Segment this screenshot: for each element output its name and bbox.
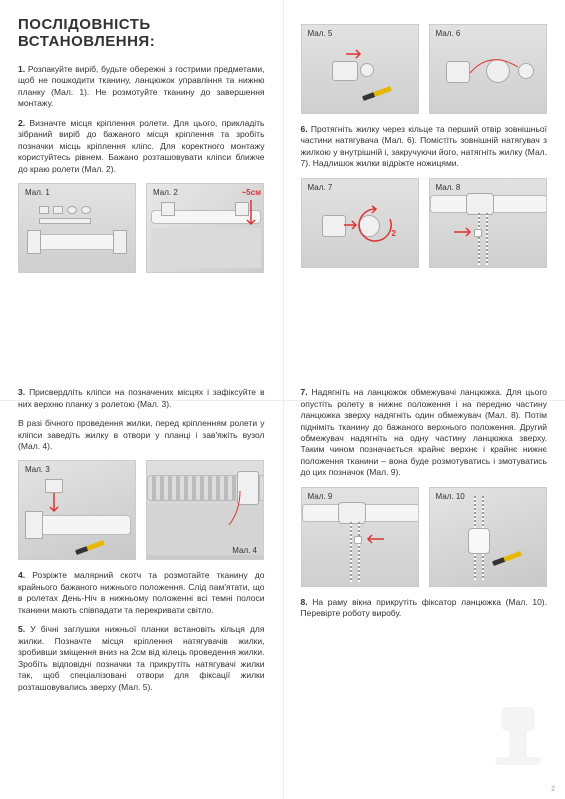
step-6: 6. Протягніть жилку через кільце та перш… xyxy=(301,124,548,170)
screwdriver-icon xyxy=(362,86,392,101)
figure-2: Мал. 2 ~5см xyxy=(146,183,264,273)
section-bottom-left: 3. Присвердліть кліпси на позначених міс… xyxy=(0,371,283,799)
step-3-text: Присвердліть кліпси на позначених місцях… xyxy=(18,387,265,408)
step-3b: В разі бічного проведення жилки, перед к… xyxy=(18,418,265,452)
figure-3: Мал. 3 xyxy=(18,460,136,560)
figure-2-annot: ~5см xyxy=(242,188,262,197)
step-8-num: 8. xyxy=(301,597,308,607)
step-6-text: Протягніть жилку через кільце та перший … xyxy=(301,124,548,168)
figure-2-label: Мал. 2 xyxy=(153,188,178,197)
arrow-red-icon xyxy=(346,45,364,63)
step-3: 3. Присвердліть кліпси на позначених міс… xyxy=(18,387,265,410)
figure-4-label: Мал. 4 xyxy=(232,546,257,555)
chain-icon xyxy=(478,213,480,265)
step-4-text: Розріжте малярний скотч та розмотайте тк… xyxy=(18,570,265,614)
thread-line-icon xyxy=(470,45,520,95)
page-title: ПОСЛІДОВНІСТЬ ВСТАНОВЛЕННЯ: xyxy=(18,16,265,50)
page-number: 2 xyxy=(551,786,555,793)
figure-1-label: Мал. 1 xyxy=(25,188,50,197)
step-7-text: Надягніть на ланцюжок обмежувачі ланцюжк… xyxy=(301,387,548,477)
chain-icon xyxy=(486,213,488,265)
step-5-num: 5. xyxy=(18,624,25,634)
fig-row-7-8: Мал. 7 2 Мал. 8 xyxy=(301,178,548,268)
step-2-text: Визначте місця кріплення ролети. Для цьо… xyxy=(18,118,265,174)
figure-6-label: Мал. 6 xyxy=(436,29,461,38)
thread-line-icon xyxy=(225,491,255,531)
step-8-text: На раму вікна прикрутіть фіксатор ланцюж… xyxy=(301,597,548,618)
figure-4: Мал. 4 xyxy=(146,460,264,560)
step-7: 7. Надягніть на ланцюжок обмежувачі ланц… xyxy=(301,387,548,479)
figure-9-label: Мал. 9 xyxy=(308,492,333,501)
figure-10: Мал. 10 xyxy=(429,487,547,587)
figure-5-label: Мал. 5 xyxy=(308,29,333,38)
step-5-text: У бічні заглушки нижньої планки встанові… xyxy=(18,624,265,691)
step-5: 5. У бічні заглушки нижньої планки встан… xyxy=(18,624,265,693)
section-bottom-right: 7. Надягніть на ланцюжок обмежувачі ланц… xyxy=(283,371,565,799)
step-8: 8. На раму вікна прикрутіть фіксатор лан… xyxy=(301,597,548,620)
fig-row-1-2: Мал. 1 Мал. 2 ~5см xyxy=(18,183,265,273)
figure-7: Мал. 7 2 xyxy=(301,178,419,268)
figure-3-label: Мал. 3 xyxy=(25,465,50,474)
figure-8-label: Мал. 8 xyxy=(436,183,461,192)
fig-row-3-4: Мал. 3 Мал. 4 xyxy=(18,460,265,560)
step-4-num: 4. xyxy=(18,570,25,580)
figure-10-label: Мал. 10 xyxy=(436,492,465,501)
watermark-icon xyxy=(483,701,553,771)
step-4: 4. Розріжте малярний скотч та розмотайте… xyxy=(18,570,265,616)
step-6-num: 6. xyxy=(301,124,308,134)
rotate-arrow-icon xyxy=(356,205,396,245)
section-top-left: ПОСЛІДОВНІСТЬ ВСТАНОВЛЕННЯ: 1. Розпакуйт… xyxy=(0,0,283,371)
step-7-num: 7. xyxy=(301,387,308,397)
figure-6: Мал. 6 xyxy=(429,24,547,114)
figure-7-label: Мал. 7 xyxy=(308,183,333,192)
arrow-red-icon xyxy=(454,225,474,239)
figure-9: Мал. 9 xyxy=(301,487,419,587)
step-1: 1. Розпакуйте виріб, будьте обережні з г… xyxy=(18,64,265,110)
section-top-right: Мал. 5 Мал. 6 6. Протягніть жилку через … xyxy=(283,0,565,371)
chain-icon xyxy=(350,522,352,582)
figure-7-annot: 2 xyxy=(392,229,396,238)
step-1-num: 1. xyxy=(18,64,25,74)
page: ПОСЛІДОВНІСТЬ ВСТАНОВЛЕННЯ: 1. Розпакуйт… xyxy=(0,0,565,799)
figure-5: Мал. 5 xyxy=(301,24,419,114)
arrow-red-icon xyxy=(364,532,384,546)
figure-8: Мал. 8 xyxy=(429,178,547,268)
step-2-num: 2. xyxy=(18,118,25,128)
step-2: 2. Визначте місця кріплення ролети. Для … xyxy=(18,118,265,175)
arrow-red-icon xyxy=(344,219,360,231)
arrow-red-icon xyxy=(49,493,59,515)
fig-row-5-6: Мал. 5 Мал. 6 xyxy=(301,24,548,114)
figure-1: Мал. 1 xyxy=(18,183,136,273)
chain-icon xyxy=(358,522,360,582)
arrow-red-icon xyxy=(245,200,257,230)
step-1-text: Розпакуйте виріб, будьте обережні з гост… xyxy=(18,64,265,108)
fig-row-9-10: Мал. 9 Мал. 10 xyxy=(301,487,548,587)
step-3-num: 3. xyxy=(18,387,25,397)
